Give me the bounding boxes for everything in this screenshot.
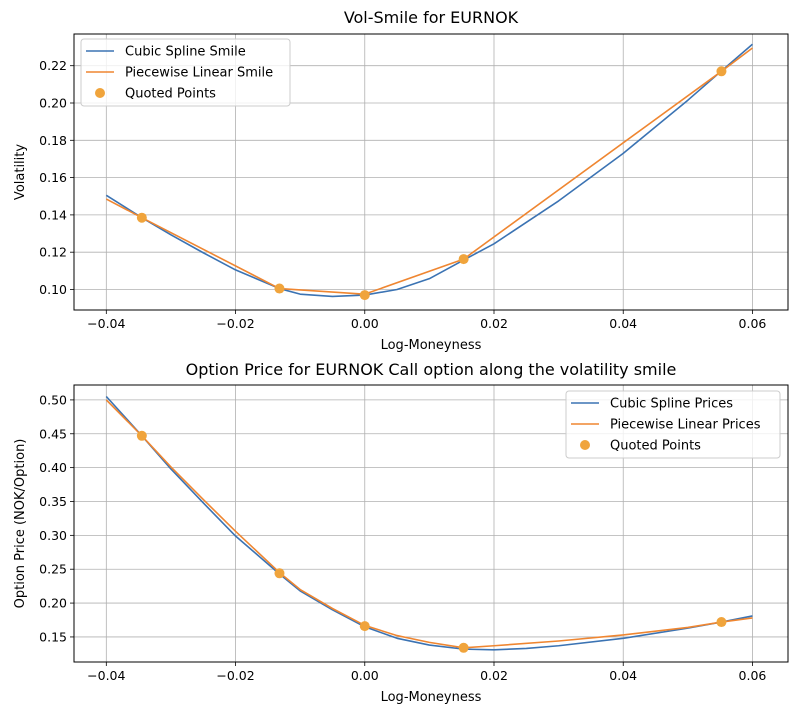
legend-label: Piecewise Linear Prices xyxy=(610,418,761,433)
legend-item: Quoted Points xyxy=(580,439,701,454)
legend-item: Piecewise Linear Smile xyxy=(86,66,273,81)
y-tick-label: 0.35 xyxy=(39,494,67,509)
y-tick-label: 0.10 xyxy=(39,282,67,297)
legend-item: Cubic Spline Smile xyxy=(86,45,246,60)
quoted-point xyxy=(136,212,147,223)
legend-item: Quoted Points xyxy=(95,87,216,102)
y-axis-label: Volatility xyxy=(13,144,28,200)
x-tick-label: 0.02 xyxy=(480,668,508,683)
quoted-point xyxy=(359,290,370,301)
quoted-point xyxy=(716,617,727,628)
x-tick-label: 0.06 xyxy=(739,668,767,683)
x-tick-label: 0.00 xyxy=(351,668,379,683)
chart-title: Vol-Smile for EURNOK xyxy=(344,8,519,27)
quoted-point xyxy=(136,430,147,441)
plot-area xyxy=(105,43,753,301)
x-tick-label: −0.02 xyxy=(216,316,254,331)
legend-label: Quoted Points xyxy=(610,439,701,454)
x-tick-label: 0.06 xyxy=(739,316,767,331)
series-line-0 xyxy=(105,395,753,651)
series-line-1 xyxy=(105,399,753,649)
y-tick-label: 0.14 xyxy=(39,207,67,222)
quoted-point xyxy=(716,66,727,77)
y-tick-label: 0.20 xyxy=(39,96,67,111)
quoted-point xyxy=(458,254,469,265)
legend-marker-swatch xyxy=(580,440,590,450)
y-tick-label: 0.25 xyxy=(39,562,67,577)
quoted-point xyxy=(458,642,469,653)
x-tick-label: 0.00 xyxy=(351,316,379,331)
x-tick-label: 0.04 xyxy=(609,668,637,683)
legend-item: Cubic Spline Prices xyxy=(571,397,733,412)
quoted-point xyxy=(359,621,370,632)
x-tick-label: 0.04 xyxy=(609,316,637,331)
legend-box xyxy=(80,38,291,107)
legend-marker-swatch xyxy=(95,88,105,98)
y-tick-label: 0.15 xyxy=(39,629,67,644)
x-tick-label: −0.02 xyxy=(216,668,254,683)
legend-label: Cubic Spline Prices xyxy=(610,397,733,412)
y-tick-label: 0.22 xyxy=(39,58,67,73)
legend-label: Piecewise Linear Smile xyxy=(125,66,273,81)
y-tick-label: 0.50 xyxy=(39,392,67,407)
x-axis-label: Log-Moneyness xyxy=(381,338,482,353)
legend-box xyxy=(565,390,781,459)
y-tick-label: 0.12 xyxy=(39,245,67,260)
x-axis-label: Log-Moneyness xyxy=(381,690,482,705)
chart-title: Option Price for EURNOK Call option alon… xyxy=(186,360,677,379)
option-price-chart: −0.04 −0.02 0.00 0.02 0.04 0.06 0.15 0.20 0.25 0.… xyxy=(13,360,789,705)
y-tick-label: 0.16 xyxy=(39,170,67,185)
axes-frame xyxy=(73,33,789,311)
axes-frame xyxy=(73,384,789,663)
legend-label: Quoted Points xyxy=(125,87,216,102)
series-line-0 xyxy=(105,43,753,298)
legend-item: Piecewise Linear Prices xyxy=(571,418,761,433)
y-tick-label: 0.45 xyxy=(39,426,67,441)
legend: Cubic Spline Smile Piecewise Linear Smile… xyxy=(80,38,291,107)
plot-area xyxy=(105,395,753,653)
legend: Cubic Spline Prices Piecewise Linear Pric… xyxy=(565,390,781,459)
y-axis-label: Option Price (NOK/Option) xyxy=(13,439,28,609)
y-tick-label: 0.20 xyxy=(39,596,67,611)
quoted-point xyxy=(274,568,285,579)
quoted-point xyxy=(274,283,285,294)
x-tick-label: −0.04 xyxy=(87,316,125,331)
y-tick-label: 0.40 xyxy=(39,460,67,475)
y-tick-label: 0.18 xyxy=(39,133,67,148)
legend-label: Cubic Spline Smile xyxy=(125,45,246,60)
x-tick-label: 0.02 xyxy=(480,316,508,331)
vol-smile-chart: −0.04 −0.02 0.00 0.02 0.04 0.06 0.10 0.12 0.14 0.… xyxy=(13,8,789,353)
x-tick-label: −0.04 xyxy=(87,668,125,683)
y-tick-label: 0.30 xyxy=(39,528,67,543)
